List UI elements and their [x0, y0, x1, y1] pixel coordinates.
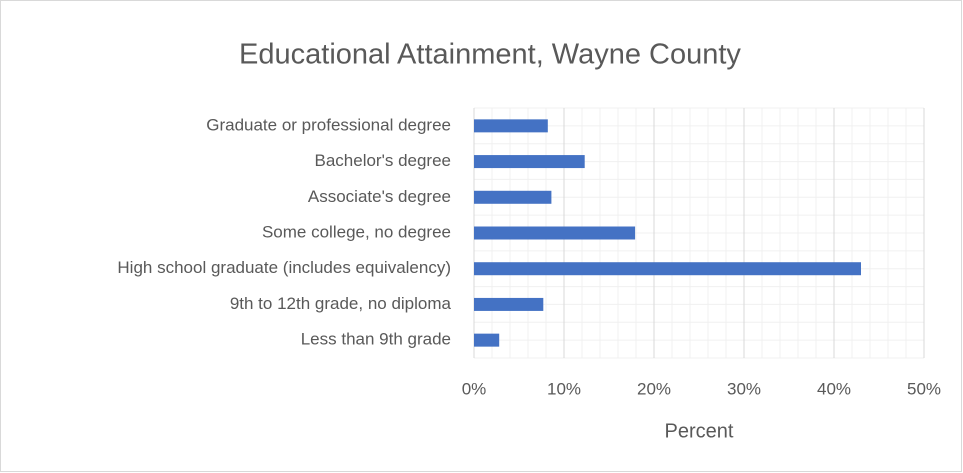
x-tick-label: 40% — [817, 379, 851, 398]
y-tick-label: Graduate or professional degree — [206, 115, 451, 134]
bar — [474, 297, 544, 311]
bar — [474, 119, 548, 133]
bar — [474, 226, 636, 240]
bar — [474, 190, 552, 204]
x-tick-label: 20% — [637, 379, 671, 398]
chart-title: Educational Attainment, Wayne County — [239, 39, 741, 71]
bar — [474, 155, 585, 169]
y-tick-label: 9th to 12th grade, no diploma — [230, 294, 452, 313]
bar — [474, 262, 861, 276]
y-tick-label: High school graduate (includes equivalen… — [117, 258, 451, 277]
y-tick-label: Less than 9th grade — [301, 330, 451, 349]
x-tick-label: 0% — [462, 379, 487, 398]
y-tick-label: Some college, no degree — [262, 222, 451, 241]
x-tick-label: 30% — [727, 379, 761, 398]
bar — [474, 333, 500, 347]
x-tick-label: 10% — [547, 379, 581, 398]
x-tick-label: 50% — [907, 379, 941, 398]
y-tick-label: Associate's degree — [308, 187, 451, 206]
x-axis-title: Percent — [665, 420, 734, 442]
y-tick-label: Bachelor's degree — [315, 151, 452, 170]
